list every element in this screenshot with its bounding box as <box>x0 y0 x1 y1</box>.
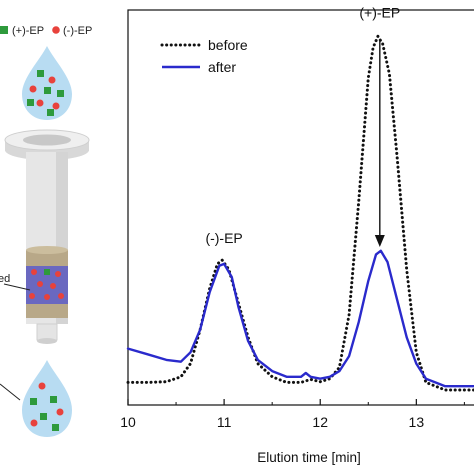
red-particle <box>36 99 44 107</box>
chromatogram-chart: 10 11 12 13 Elution time [min] (-)-EP (+)-E… <box>120 5 474 465</box>
series-line-before <box>126 34 474 392</box>
x-tick-label: 12 <box>312 414 328 430</box>
red-particle <box>29 293 35 299</box>
green-particle <box>37 70 44 77</box>
green-particle <box>50 396 57 403</box>
red-particle <box>38 382 46 390</box>
plot-frame <box>127 9 474 406</box>
resin-frit-top-cap <box>26 246 68 254</box>
cartridge-nozzle-tip <box>37 338 57 344</box>
input-droplet <box>22 46 72 120</box>
resin-callout-label: ed <box>0 273 10 285</box>
red-particle <box>48 76 56 84</box>
output-droplet-particles <box>30 382 64 431</box>
chart-legend: before after <box>160 37 248 75</box>
red-particle <box>37 281 43 287</box>
red-particle <box>29 85 37 93</box>
legend-label-after: after <box>208 59 236 75</box>
peak-label-plus-ep: (+)-EP <box>359 5 400 21</box>
legend-plus-ep-label: (+)-EP <box>12 25 44 37</box>
series-line-after <box>126 249 474 388</box>
resin-frit-top <box>26 250 68 266</box>
red-particle <box>55 271 61 277</box>
resin-callout-line <box>3 283 31 291</box>
annotations: (-)-EP (+)-EP <box>205 5 400 247</box>
green-particle <box>44 87 51 94</box>
red-particle <box>44 294 50 300</box>
x-tick-label: 11 <box>217 414 232 430</box>
green-particle <box>27 99 34 106</box>
cartridge-nozzle <box>36 323 58 341</box>
x-axis-title: Elution time [min] <box>257 450 361 465</box>
x-axis-ticks <box>127 399 465 405</box>
reduction-arrow-head <box>374 235 385 247</box>
series-layer <box>126 34 474 392</box>
resin-frit-bottom <box>26 304 68 318</box>
red-particle <box>52 102 60 110</box>
x-tick-label: 10 <box>120 414 136 430</box>
x-tick-label: 13 <box>409 414 425 430</box>
green-particle <box>44 269 50 275</box>
red-particle <box>30 419 38 427</box>
input-droplet-particles <box>27 70 64 116</box>
red-particle <box>50 283 56 289</box>
green-particle <box>52 424 59 431</box>
x-axis-tick-labels: 10 11 12 13 <box>120 414 424 430</box>
legend-green-square <box>0 26 8 34</box>
peak-label-minus-ep: (-)-EP <box>205 230 242 246</box>
legend-minus-ep-label: (-)-EP <box>63 25 92 37</box>
resin-particles <box>29 269 64 300</box>
green-particle <box>40 413 47 420</box>
red-particle <box>56 408 64 416</box>
green-particle <box>57 90 64 97</box>
output-droplet <box>22 360 72 437</box>
legend-label-before: before <box>208 37 248 53</box>
green-particle <box>47 109 54 116</box>
cartridge <box>4 129 90 344</box>
enrichment-schematic: (+)-EP (-)-EP <box>0 25 92 437</box>
output-callout-line <box>0 383 21 401</box>
legend-red-dot <box>52 26 60 34</box>
red-particle <box>31 269 37 275</box>
red-particle <box>58 293 64 299</box>
cartridge-opening <box>23 134 71 146</box>
green-particle <box>30 398 37 405</box>
